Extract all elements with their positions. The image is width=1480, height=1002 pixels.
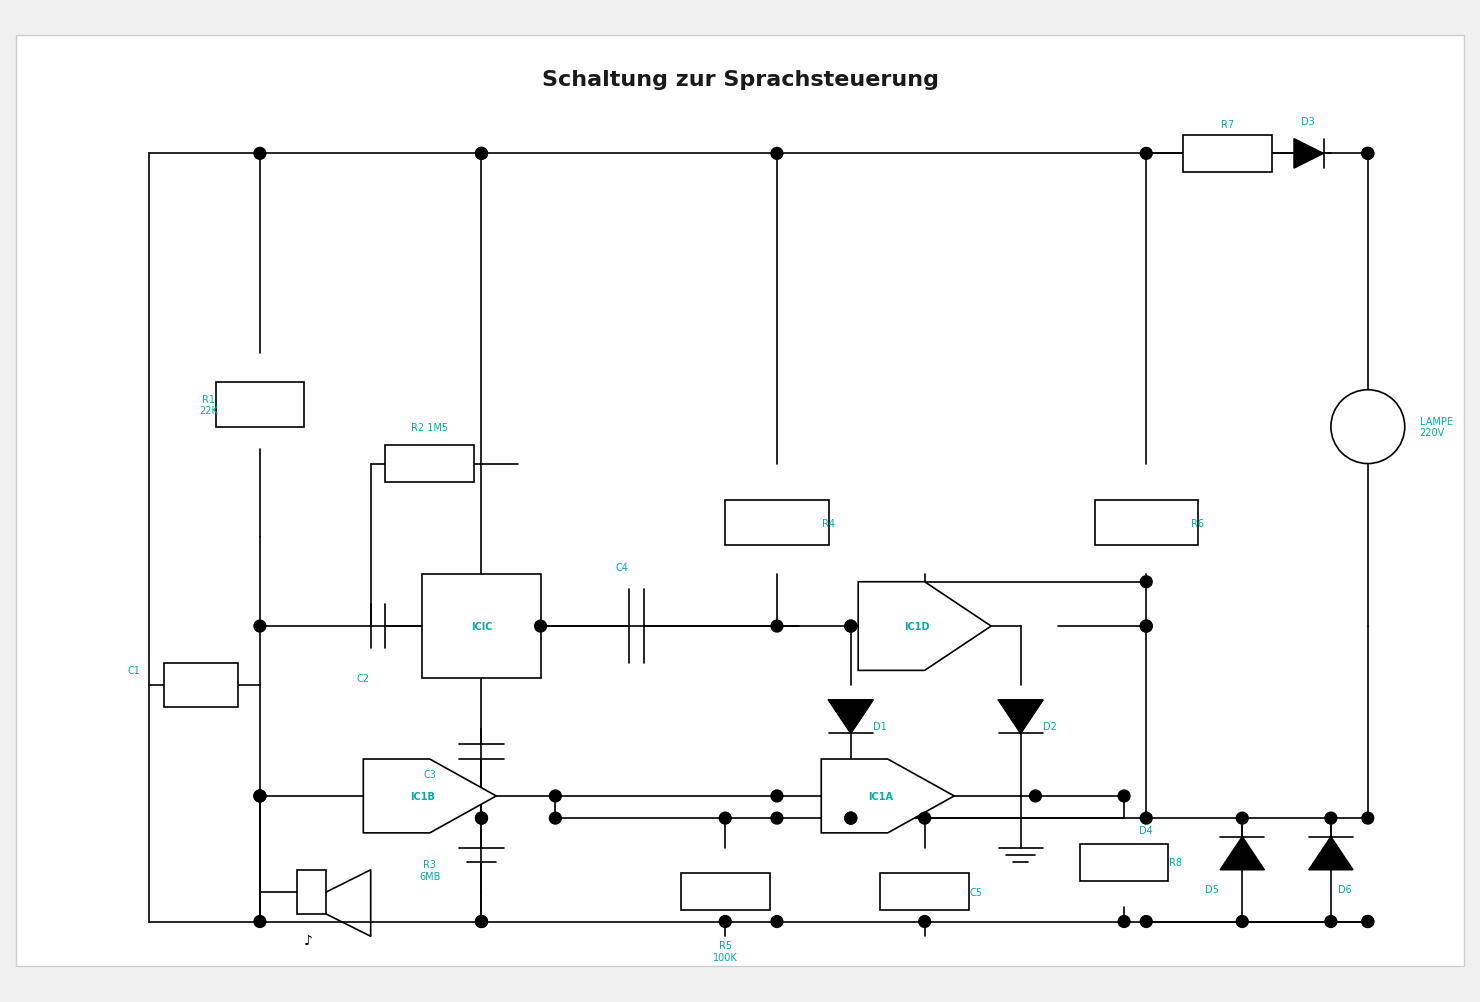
Circle shape (771, 813, 783, 825)
Circle shape (549, 813, 561, 825)
Polygon shape (1308, 837, 1353, 870)
Circle shape (255, 148, 266, 160)
Bar (1080, 844, 1168, 881)
Circle shape (1362, 916, 1373, 928)
Bar (216, 383, 305, 427)
Text: D4: D4 (1138, 825, 1153, 835)
Polygon shape (999, 700, 1043, 733)
Circle shape (255, 916, 266, 928)
Bar (422, 575, 540, 678)
Circle shape (475, 916, 487, 928)
Circle shape (719, 916, 731, 928)
Circle shape (1119, 791, 1131, 802)
Circle shape (255, 620, 266, 632)
Circle shape (549, 791, 561, 802)
Circle shape (1331, 391, 1405, 464)
Circle shape (1030, 791, 1042, 802)
Circle shape (1236, 813, 1248, 825)
Text: R4: R4 (821, 518, 835, 528)
Circle shape (1140, 148, 1151, 160)
Circle shape (845, 620, 857, 632)
Text: IC1A: IC1A (867, 792, 892, 802)
Text: R3
6MB: R3 6MB (419, 859, 441, 881)
Circle shape (255, 791, 266, 802)
Circle shape (1140, 576, 1151, 588)
Text: R2 1M5: R2 1M5 (411, 422, 448, 432)
Text: ICIC: ICIC (471, 621, 493, 631)
Polygon shape (821, 760, 955, 833)
Bar (725, 501, 829, 545)
Circle shape (475, 813, 487, 825)
Circle shape (1140, 620, 1151, 632)
Text: C4: C4 (616, 562, 628, 572)
Circle shape (1140, 813, 1151, 825)
Circle shape (1325, 916, 1336, 928)
Circle shape (475, 148, 487, 160)
Circle shape (771, 148, 783, 160)
Bar (297, 870, 327, 914)
Circle shape (475, 813, 487, 825)
Polygon shape (1220, 837, 1264, 870)
Text: R6: R6 (1191, 518, 1205, 528)
Text: IC1B: IC1B (410, 792, 435, 802)
Circle shape (771, 620, 783, 632)
Text: R1
22K: R1 22K (198, 395, 218, 416)
Polygon shape (858, 582, 992, 670)
Text: Schaltung zur Sprachsteuerung: Schaltung zur Sprachsteuerung (542, 70, 938, 90)
Bar (385, 446, 474, 483)
Text: C2: C2 (357, 673, 370, 683)
Circle shape (1362, 916, 1373, 928)
Text: C1: C1 (127, 665, 141, 675)
Circle shape (845, 813, 857, 825)
Circle shape (845, 620, 857, 632)
Circle shape (1119, 916, 1131, 928)
Circle shape (1140, 620, 1151, 632)
Circle shape (845, 813, 857, 825)
Circle shape (1362, 148, 1373, 160)
FancyBboxPatch shape (16, 36, 1464, 966)
Text: D3: D3 (1301, 116, 1316, 126)
Circle shape (919, 813, 931, 825)
Circle shape (1236, 916, 1248, 928)
Circle shape (255, 791, 266, 802)
Polygon shape (1294, 139, 1323, 169)
Text: D1: D1 (873, 721, 887, 731)
Circle shape (719, 813, 731, 825)
Text: R8: R8 (1169, 858, 1183, 868)
Text: R5
100K: R5 100K (713, 940, 737, 962)
Text: C3: C3 (423, 769, 437, 779)
Text: C5: C5 (969, 887, 983, 897)
Bar (681, 874, 770, 911)
Circle shape (1140, 916, 1151, 928)
Text: D2: D2 (1043, 721, 1057, 731)
Text: ♪: ♪ (305, 933, 314, 947)
Text: LAMPE
220V: LAMPE 220V (1419, 417, 1452, 438)
Bar (164, 663, 238, 707)
Circle shape (771, 916, 783, 928)
Circle shape (475, 916, 487, 928)
Text: D5: D5 (1205, 884, 1220, 894)
Text: R7: R7 (1221, 119, 1234, 129)
Circle shape (919, 916, 931, 928)
Circle shape (1362, 813, 1373, 825)
Circle shape (475, 148, 487, 160)
Circle shape (1325, 813, 1336, 825)
Text: IC1D: IC1D (904, 621, 929, 631)
Circle shape (534, 620, 546, 632)
Circle shape (1362, 148, 1373, 160)
Text: D6: D6 (1338, 884, 1353, 894)
Bar (1183, 135, 1271, 172)
Bar (1095, 501, 1197, 545)
Circle shape (771, 791, 783, 802)
Bar (881, 874, 969, 911)
Polygon shape (363, 760, 496, 833)
Polygon shape (829, 700, 873, 733)
